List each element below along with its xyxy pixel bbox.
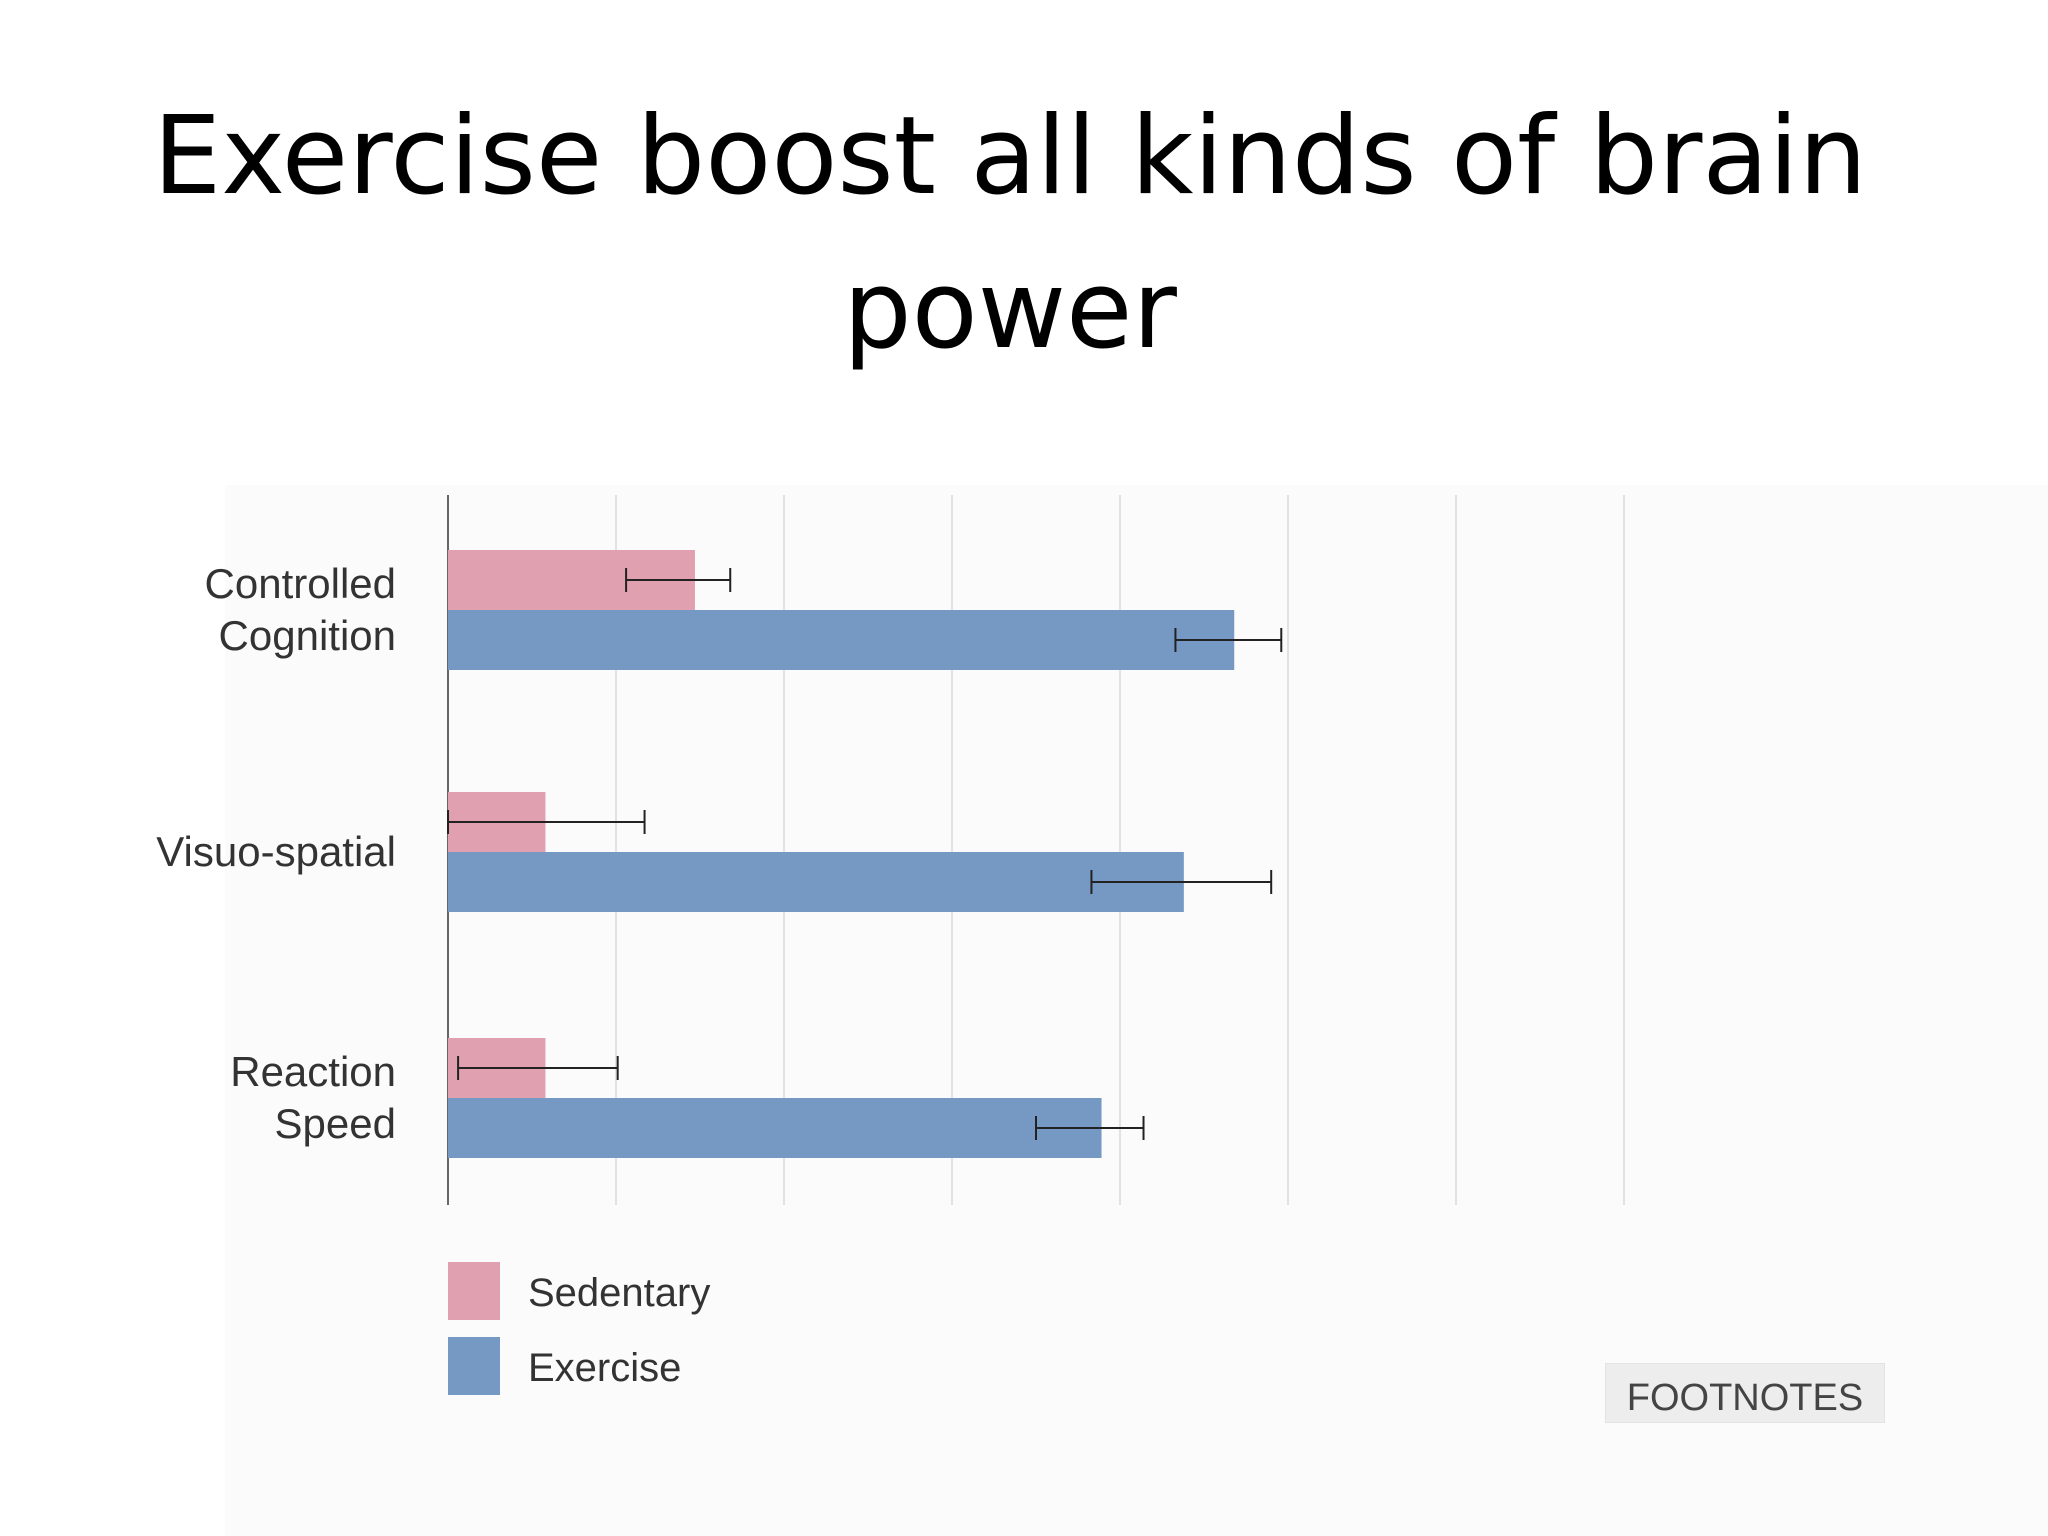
legend: Sedentary Exercise <box>448 1262 710 1395</box>
legend-swatch-exercise <box>448 1337 500 1395</box>
category-labels: Controlled Cognition Visuo-spatial Reaction… <box>156 560 396 1147</box>
category-label: Visuo-spatial <box>156 828 396 875</box>
footnotes-button[interactable]: FOOTNOTES <box>1605 1363 1885 1423</box>
category-label: Speed <box>275 1100 396 1147</box>
slide-title: Exercise boost all kinds of brain power <box>152 94 1868 373</box>
legend-label-sedentary: Sedentary <box>528 1271 710 1315</box>
bars <box>448 550 1235 1158</box>
legend-swatch-sedentary <box>448 1262 500 1320</box>
bar-exercise <box>448 1098 1102 1158</box>
category-label: Reaction <box>230 1048 396 1095</box>
category-label: Controlled <box>205 560 396 607</box>
category-label: Cognition <box>219 612 396 659</box>
bar-exercise <box>448 852 1184 912</box>
legend-label-exercise: Exercise <box>528 1346 681 1390</box>
error-bars <box>447 568 1283 1140</box>
bar-exercise <box>448 610 1235 670</box>
